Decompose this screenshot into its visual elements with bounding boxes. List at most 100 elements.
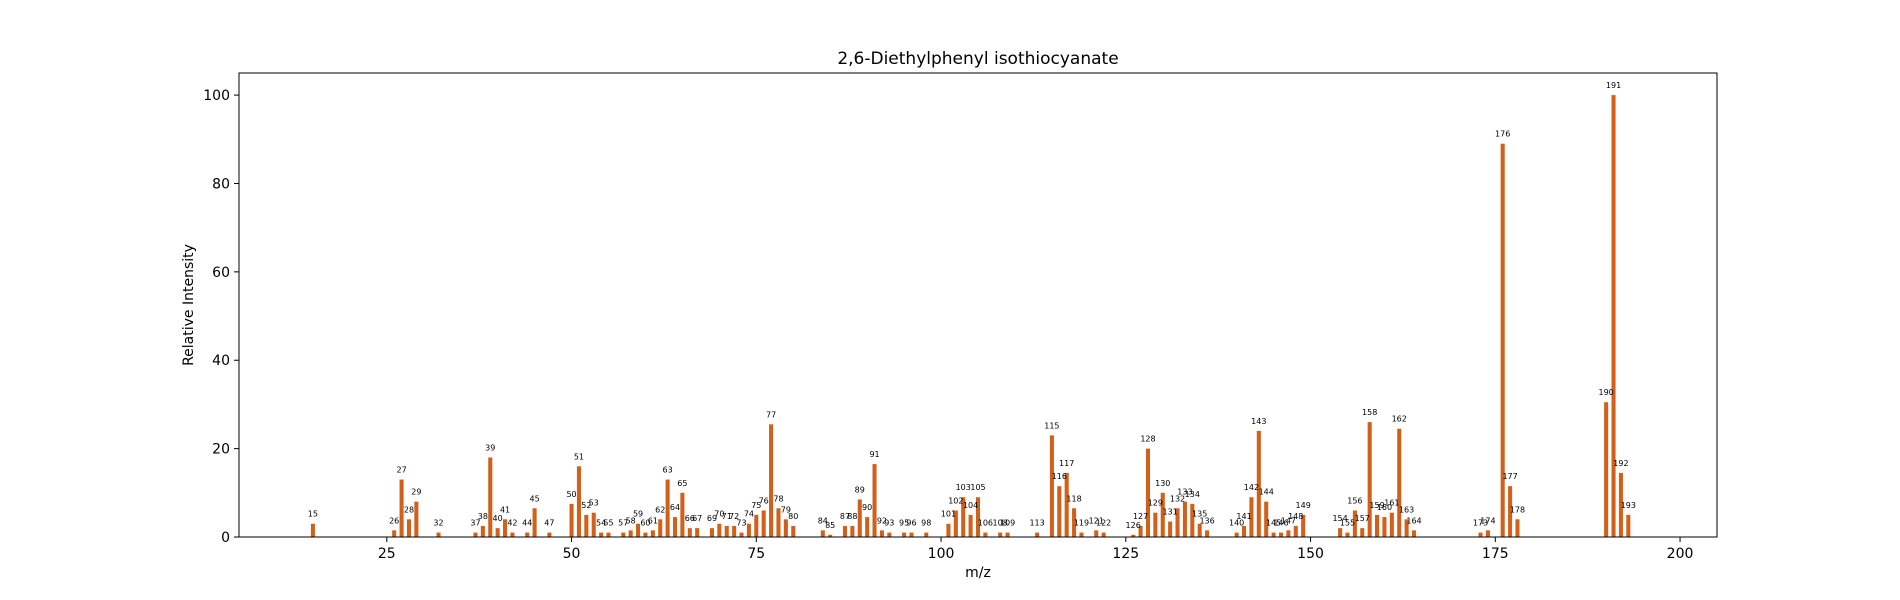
spectrum-bar [672,517,678,537]
peak-label: 191 [1606,81,1621,90]
peak-label: 75 [751,501,761,510]
spectrum-bar [946,523,951,537]
spectrum-bar [1182,501,1187,537]
peak-label: 71 [722,512,732,521]
spectrum-bar [473,532,478,537]
spectrum-bar [547,532,552,537]
spectrum-bar [746,523,751,537]
spectrum-bar [1005,532,1010,537]
spectrum-bar [975,497,981,537]
peak-label: 193 [1621,501,1636,510]
spectrum-bar [1205,530,1210,537]
x-tick-label: 125 [1112,546,1139,562]
spectrum-bar [621,532,626,537]
spectrum-bar [436,532,441,537]
peak-label: 69 [707,514,717,523]
spectrum-bar [636,523,641,537]
peak-label: 96 [906,519,916,528]
spectrum-bar [1101,532,1106,537]
peak-label: 130 [1155,479,1170,488]
peak-label: 87 [840,512,850,521]
spectrum-bar [1478,532,1483,537]
peak-label: 44 [522,519,532,528]
peak-label: 90 [862,503,872,512]
spectrum-bar [414,501,419,537]
peak-label: 98 [921,519,931,528]
spectrum-bar [1338,528,1343,537]
peak-label: 88 [847,512,857,521]
spectrum-bar [865,517,870,537]
peak-label: 50 [566,490,576,499]
peak-label: 79 [781,505,791,514]
spectrum-bar [983,532,988,537]
peak-label: 52 [581,501,591,510]
spectrum-bar [850,525,855,537]
peak-label: 28 [404,505,414,514]
spectrum-bar [399,479,404,537]
spectrum-bar [1271,532,1276,537]
peak-label: 73 [736,519,746,528]
spectrum-bar [769,424,774,537]
spectrum-bar [1375,514,1380,537]
spectrum-bar [724,525,729,537]
spectrum-bar [1382,517,1387,537]
x-tick-label: 50 [563,546,581,562]
peak-label: 117 [1059,459,1074,468]
peak-label: 133 [1177,488,1192,497]
spectrum-bar [1411,530,1417,537]
spectrum-bar [1131,534,1136,537]
peak-label: 42 [507,519,517,528]
peak-label: 76 [759,496,769,505]
spectrum-bar [968,514,973,537]
spectrum-bar [887,532,892,537]
spectrum-bar [1352,510,1357,537]
peak-label: 53 [589,499,599,508]
spectrum-bar [392,530,397,537]
x-tick-label: 75 [747,546,765,562]
peak-label: 164 [1406,516,1421,525]
spectrum-bar [643,532,648,537]
spectrum-bar [1094,530,1099,537]
peak-label: 93 [884,519,894,528]
peak-label: 80 [788,512,798,521]
peak-label: 173 [1473,519,1488,528]
peak-label: 67 [692,514,702,523]
spectrum-bar [924,532,929,537]
spectrum-bar [1278,532,1284,537]
spectrum-bar [576,466,581,537]
spectrum-bar [310,523,315,537]
spectrum-bar [680,492,685,537]
y-tick-label: 80 [212,176,230,192]
y-axis-ticks: 0 20 40 60 80 100 [203,88,239,546]
peak-label: 95 [899,519,909,528]
peak-label: 131 [1162,508,1177,517]
spectrum-bar [532,508,537,537]
peak-label: 38 [478,512,488,521]
spectrum-bar [1293,525,1298,537]
peak-label: 85 [825,521,835,530]
spectrum-bar [842,525,848,537]
peak-label: 127 [1133,512,1148,521]
spectrum-bar [1072,508,1077,537]
peak-label: 61 [648,516,658,525]
peak-label: 106 [978,519,993,528]
spectrum-bar [776,508,781,537]
peak-label: 39 [485,443,495,452]
peak-label: 70 [714,510,724,519]
x-tick-label: 100 [928,546,955,562]
peak-label: 92 [877,516,887,525]
spectrum-bar [1035,532,1040,537]
peak-label: 55 [603,519,613,528]
spectrum-bar [569,503,574,537]
peak-label: 144 [1259,488,1274,497]
spectrum-bar [902,532,907,537]
peak-label: 40 [493,514,503,523]
peak-label: 163 [1399,505,1414,514]
peak-label: 104 [963,501,978,510]
spectrum-bar [1515,519,1520,537]
peak-label: 122 [1096,519,1111,528]
spectrum-bar [717,523,722,537]
y-tick-label: 40 [212,353,230,369]
spectrum-bar [828,534,833,537]
spectrum-bar [857,499,862,537]
